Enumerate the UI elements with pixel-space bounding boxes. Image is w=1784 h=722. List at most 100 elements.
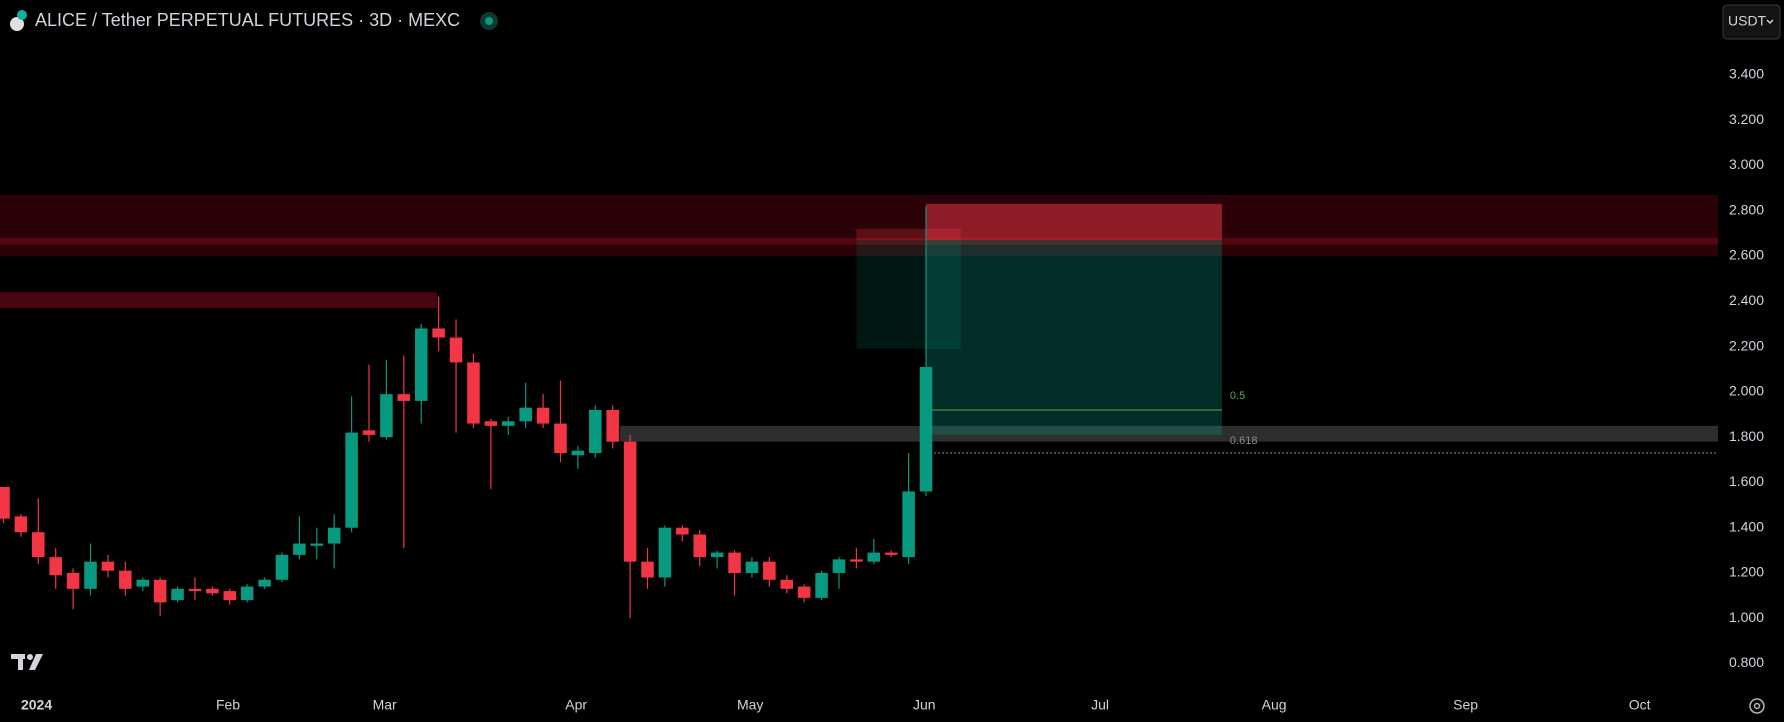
candle-body bbox=[728, 552, 741, 573]
candle-body bbox=[171, 588, 184, 601]
price-zone bbox=[0, 292, 437, 309]
candle-body bbox=[101, 561, 115, 571]
fib-label: 0.618 bbox=[1230, 435, 1258, 447]
x-tick-label: May bbox=[737, 697, 763, 713]
y-tick-label: 3.000 bbox=[1729, 156, 1764, 172]
candle-body bbox=[49, 557, 62, 576]
candle-body bbox=[119, 570, 132, 589]
position-stop-area bbox=[856, 228, 961, 241]
symbol-title[interactable]: ALICE / Tether PERPETUAL FUTURES · 3D · … bbox=[35, 10, 460, 30]
plot-area: 0.5 0.618 bbox=[0, 194, 1719, 619]
candle-body bbox=[815, 572, 828, 598]
x-tick-label: Jun bbox=[913, 697, 936, 713]
position-target-area bbox=[926, 240, 1222, 435]
currency-label[interactable]: USDT bbox=[1728, 13, 1767, 29]
candle-body bbox=[884, 552, 898, 555]
candle-body bbox=[397, 394, 411, 401]
candle-body bbox=[223, 591, 237, 601]
candle-body bbox=[362, 430, 376, 435]
x-tick-label: Mar bbox=[373, 697, 397, 713]
candle-body bbox=[327, 527, 341, 544]
candle-body bbox=[258, 579, 271, 587]
candle-body bbox=[519, 407, 532, 422]
y-tick-label: 1.400 bbox=[1729, 518, 1764, 534]
candle-body bbox=[571, 450, 585, 456]
y-tick-label: 1.000 bbox=[1729, 609, 1764, 625]
y-tick-label: 2.800 bbox=[1729, 201, 1764, 217]
x-tick-label: Aug bbox=[1262, 697, 1287, 713]
fib-label: 0.5 bbox=[1230, 390, 1245, 402]
candle-body bbox=[240, 586, 254, 601]
candle-body bbox=[832, 559, 846, 573]
price-zone bbox=[0, 194, 1718, 257]
x-tick-label: Sep bbox=[1453, 697, 1478, 713]
candle-body bbox=[153, 579, 167, 603]
candle-body bbox=[32, 532, 45, 558]
symbol-logo[interactable] bbox=[10, 17, 24, 31]
candle-body bbox=[501, 421, 515, 426]
candle-body bbox=[449, 337, 463, 363]
currency-chevron bbox=[1766, 19, 1774, 25]
candle-body bbox=[188, 588, 202, 592]
candle-body bbox=[345, 432, 358, 528]
candle-body bbox=[275, 554, 289, 580]
candle-body bbox=[66, 572, 80, 589]
position-stop-area bbox=[926, 203, 1222, 241]
status-dot bbox=[485, 17, 493, 25]
candle-body bbox=[484, 421, 498, 426]
candle-body bbox=[867, 552, 881, 562]
candle-body bbox=[0, 486, 10, 519]
tv-logo bbox=[11, 654, 43, 670]
price-zone bbox=[619, 425, 1719, 442]
y-tick-label: 1.600 bbox=[1729, 473, 1764, 489]
candle-body bbox=[693, 534, 706, 558]
x-tick-label: Apr bbox=[565, 697, 587, 713]
candle-body bbox=[763, 561, 776, 580]
x-tick-label: Feb bbox=[216, 697, 240, 713]
candle-body bbox=[850, 559, 863, 562]
y-tick-label: 2.400 bbox=[1729, 292, 1764, 308]
candle-body bbox=[902, 491, 915, 558]
candle-body bbox=[554, 423, 567, 453]
x-tick-label: Oct bbox=[1629, 697, 1651, 713]
candle-body bbox=[606, 409, 619, 442]
price-zone bbox=[0, 237, 1718, 245]
y-tick-label: 1.200 bbox=[1729, 564, 1764, 580]
candle-body bbox=[745, 561, 759, 573]
currency-button[interactable] bbox=[1722, 4, 1781, 40]
position-target-area bbox=[856, 240, 961, 349]
y-tick-label: 2.600 bbox=[1729, 247, 1764, 263]
candle-body bbox=[310, 543, 324, 546]
candle-body bbox=[710, 552, 724, 558]
candle-body bbox=[536, 407, 550, 424]
y-tick-label: 3.200 bbox=[1729, 111, 1764, 127]
candle-body bbox=[84, 561, 97, 589]
candle-body bbox=[467, 362, 480, 424]
symbol-logo-badge bbox=[17, 10, 27, 20]
candle-body bbox=[641, 561, 654, 578]
candle-body bbox=[293, 543, 306, 555]
candle-body bbox=[136, 579, 149, 587]
settings-icon[interactable] bbox=[1749, 698, 1765, 714]
candle-body bbox=[14, 516, 28, 533]
y-tick-label: 1.800 bbox=[1729, 428, 1764, 444]
y-tick-label: 2.200 bbox=[1729, 337, 1764, 353]
candle-body bbox=[676, 527, 689, 535]
candle-body bbox=[589, 409, 602, 453]
candle-body bbox=[206, 588, 219, 594]
x-tick-label: Jul bbox=[1091, 697, 1109, 713]
x-tick-label: 2024 bbox=[21, 697, 52, 713]
y-tick-label: 0.800 bbox=[1729, 654, 1764, 670]
candle-body bbox=[380, 394, 393, 438]
candle-body bbox=[623, 441, 637, 562]
candle-body bbox=[797, 586, 811, 598]
candle-body bbox=[414, 328, 428, 401]
candle-body bbox=[919, 366, 933, 492]
candle-body bbox=[780, 579, 794, 589]
y-tick-label: 2.000 bbox=[1729, 383, 1764, 399]
y-tick-label: 3.400 bbox=[1729, 66, 1764, 82]
candle-body bbox=[432, 328, 445, 338]
